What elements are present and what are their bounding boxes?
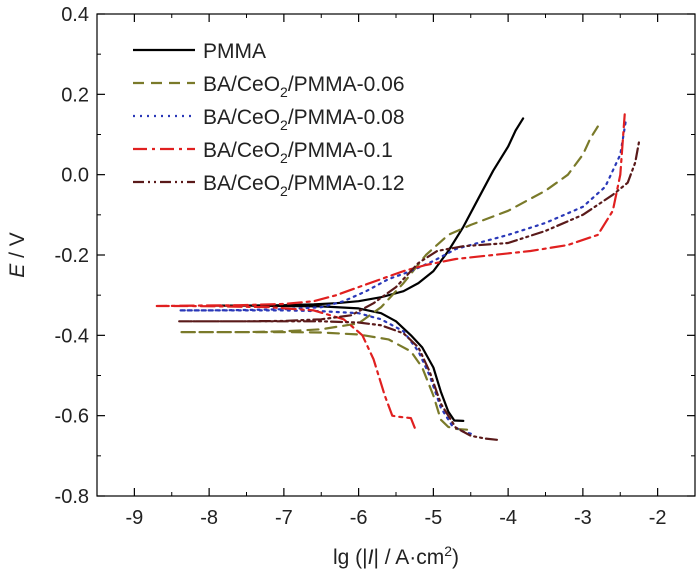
x-tick-label: -9 <box>125 507 143 529</box>
series-line-2 <box>178 125 599 431</box>
x-tick-label: -5 <box>424 507 442 529</box>
series-line-4 <box>155 113 626 429</box>
y-axis-title: E / V <box>6 232 29 278</box>
x-tick-label: -8 <box>200 507 218 529</box>
x-tick-label: -3 <box>574 507 592 529</box>
series-line-1 <box>208 117 525 422</box>
y-tick-label: -0.6 <box>55 406 89 428</box>
legend-label-3: BA/CeO2/PMMA-0.08 <box>203 106 405 133</box>
y-tick-label: -0.8 <box>55 486 89 508</box>
series-layer <box>155 113 640 441</box>
y-tick-label: -0.4 <box>55 325 89 347</box>
x-tick-label: -2 <box>649 507 667 529</box>
axis-ticks <box>96 13 696 497</box>
series-line-5 <box>178 141 640 441</box>
legend-label-1: PMMA <box>203 40 266 63</box>
x-tick-label: -7 <box>275 507 293 529</box>
legend-label-2: BA/CeO2/PMMA-0.06 <box>203 73 405 100</box>
y-tick-label: 0.4 <box>61 4 89 26</box>
x-tick-label: -4 <box>499 507 517 529</box>
tick-labels: -9 -8 -7 -6 -5 -4 -3 -2 0.4 0.2 0.0 -0.2 -0.4 -0.6 -0.… <box>55 4 667 529</box>
legend-label-5: BA/CeO2/PMMA-0.12 <box>203 172 405 199</box>
y-tick-label: 0.0 <box>61 165 89 187</box>
legend-label-4: BA/CeO2/PMMA-0.1 <box>203 139 393 166</box>
y-tick-label: -0.2 <box>55 245 89 267</box>
y-tick-label: 0.2 <box>61 84 89 106</box>
legend: PMMA BA/CeO2/PMMA-0.06 BA/CeO2/PMMA-0.08 BA… <box>133 40 405 199</box>
x-axis-title: lg (|I| / A·cm2) <box>333 543 459 569</box>
series-line-3 <box>178 117 628 435</box>
x-tick-label: -6 <box>350 507 368 529</box>
